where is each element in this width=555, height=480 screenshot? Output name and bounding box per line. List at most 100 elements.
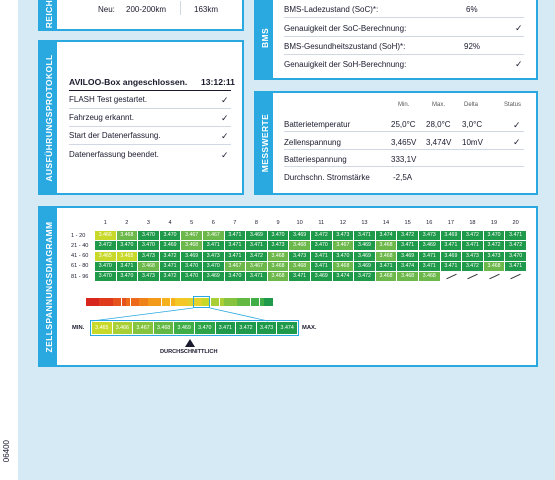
- meas-temp-status: ✓: [513, 120, 521, 130]
- grid-cell: 3.473: [267, 241, 289, 251]
- grid-col-header: 17: [447, 220, 454, 226]
- grid-cell: 3.467: [332, 241, 354, 251]
- grid-cell: 3.473: [138, 251, 159, 261]
- grid-cell: 3.465: [95, 251, 116, 261]
- grid-cell: 3.470: [332, 251, 354, 261]
- bms-soc-value: 6%: [466, 5, 478, 14]
- bms-card: BMS BMS-Ladezustand (SoC)*: 6% Genauigke…: [254, 0, 538, 80]
- grid-cell: 3.473: [419, 231, 440, 240]
- gradient-segment: [197, 298, 202, 306]
- gradient-segment: [99, 298, 104, 306]
- grid-cell: 3.470: [95, 272, 116, 282]
- bms-card-tab: BMS: [256, 0, 273, 78]
- grid-cell: 3.471: [311, 251, 332, 261]
- gradient-segment: [103, 298, 109, 306]
- gradient-segment: [117, 298, 122, 306]
- meas-temp-min: 25,0°C: [391, 120, 416, 129]
- gradient-segment: [112, 298, 117, 306]
- bms-soc-label: BMS-Ladezustand (SoC)*:: [284, 5, 379, 14]
- gradient-segment: [188, 298, 193, 306]
- scale-min-label: MIN.: [72, 325, 85, 331]
- gradient-segment: [223, 298, 229, 306]
- gradient-segment: [268, 298, 273, 306]
- gradient-segment: [246, 298, 251, 306]
- grid-cell: 3.468: [181, 241, 202, 251]
- grid-cell: 3.468: [267, 251, 289, 261]
- grid-cell: 3.471: [440, 241, 462, 251]
- grid-row-label: 61 - 80: [71, 263, 89, 270]
- grid-cell: 3.472: [505, 241, 526, 251]
- grid-cell: 3.472: [462, 231, 483, 240]
- grid-row-label: 81 - 96: [71, 273, 89, 280]
- meas-battery-voltage-min: 333,1V: [391, 155, 417, 164]
- grid-cell: 3.471: [246, 241, 267, 251]
- gradient-segment: [130, 298, 135, 306]
- cell-diagram-tab: ZELLSPANNUNGSDIAGRAMM: [40, 208, 57, 365]
- grid-cell: 3.470: [224, 272, 246, 282]
- grid-cell: 3.467: [181, 231, 202, 240]
- grid-cell: 3.465: [116, 251, 138, 261]
- gradient-segment: [241, 298, 247, 306]
- gradient-segment: [139, 298, 144, 306]
- grid-col-header: 12: [339, 220, 346, 226]
- grid-cell: 3.472: [462, 261, 483, 271]
- meas-current-min: -2,5A: [393, 173, 413, 182]
- meas-temp-delta: 3,0°C: [462, 120, 483, 129]
- grid-cell: 3.472: [483, 241, 505, 251]
- protocol-item-vehicle-check: ✓: [221, 113, 229, 123]
- scale-cell: 3.472: [236, 322, 256, 334]
- scale-cell: 3.469: [174, 322, 194, 334]
- scale-cell: 3.471: [215, 322, 236, 334]
- grid-empty-cell: [505, 272, 526, 281]
- grid-cell: 3.470: [203, 261, 224, 271]
- cell-voltage-grid: 1 2 3 4 5 6 7 8 9 10 11 12 13 14 15 16 17 18 19 20 1 - 20 3.4…: [40, 208, 536, 365]
- gradient-segment: [206, 298, 211, 306]
- protocol-item-start-check: ✓: [221, 131, 229, 141]
- meas-cell-voltage-min: 3,465V: [391, 138, 417, 147]
- grid-col-header: 13: [361, 220, 368, 226]
- grid-col-header: 7: [233, 220, 237, 226]
- grid-cell: 3.471: [159, 261, 181, 271]
- grid-cell: 3.474: [397, 261, 418, 271]
- gradient-segment: [183, 298, 189, 306]
- grid-col-header: 14: [382, 220, 390, 226]
- bms-soh-accuracy-check: ✓: [515, 59, 523, 69]
- gradient-segment: [259, 298, 264, 306]
- gradient-segment: [166, 298, 171, 306]
- grid-row-label: 21 - 40: [71, 242, 89, 249]
- grid-col-header: 10: [296, 220, 303, 226]
- gradient-segment: [126, 298, 131, 306]
- meas-cell-voltage-label: Zellenspannung: [284, 138, 341, 147]
- grid-cell: 3.472: [246, 251, 267, 261]
- gradient-segment: [250, 298, 255, 306]
- grid-cell: 3.473: [289, 251, 310, 261]
- grid-cell: 3.472: [159, 272, 181, 282]
- gradient-segment: [175, 298, 180, 306]
- scale-box: [90, 320, 299, 336]
- scale-cell: 3.468: [153, 322, 174, 334]
- gradient-segment: [192, 298, 198, 306]
- grid-cell: 3.469: [289, 231, 310, 240]
- grid-cell: 3.474: [375, 231, 397, 240]
- grid-cell: 3.471: [397, 241, 418, 251]
- meas-cell-voltage-max: 3,474V: [426, 138, 452, 147]
- gradient-segment: [157, 298, 162, 306]
- gradient-segment: [148, 298, 153, 306]
- grid-cell: 3.469: [203, 272, 224, 282]
- grid-cell: 3.467: [203, 231, 224, 240]
- gradient-segment: [86, 298, 91, 306]
- grid-cell: 3.468: [289, 241, 310, 251]
- protocol-item-vehicle: Fahrzeug erkannt.: [69, 113, 134, 122]
- grid-col-header: 16: [426, 220, 433, 226]
- meas-header-max: Max.: [432, 102, 446, 108]
- gradient-segment: [228, 298, 233, 306]
- meas-header-status: Status: [504, 102, 522, 108]
- grid-cell: 3.473: [203, 251, 224, 261]
- meas-temp-label: Batterietemperatur: [284, 120, 351, 129]
- grid-cell: 3.468: [483, 261, 505, 271]
- bms-soc-accuracy-check: ✓: [515, 23, 523, 33]
- grid-cell: 3.469: [311, 272, 332, 282]
- meas-header-min: Min.: [398, 102, 410, 108]
- grid-empty-cell: [441, 272, 462, 281]
- grid-cell: 3.469: [354, 251, 375, 261]
